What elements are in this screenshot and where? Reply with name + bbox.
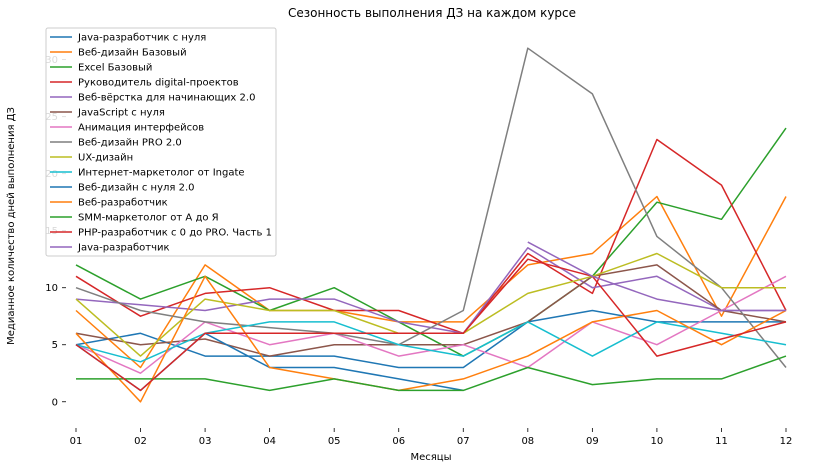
legend-entry: Java-разработчик с нуля: [77, 33, 206, 44]
legend-entry: Анимация интерфейсов: [78, 123, 204, 134]
x-tick-label: 01: [70, 436, 83, 447]
legend-entry: PHP-разработчик с 0 до PRO. Часть 1: [78, 228, 272, 239]
legend-frame: [45, 27, 277, 257]
series-line-8: [75, 47, 787, 368]
x-tick-label: 07: [457, 436, 470, 447]
series-line-10: [75, 321, 787, 363]
legend-entry: SMM-маркетолог от А до Я: [78, 213, 219, 224]
series-line-1: [75, 309, 786, 369]
series-line-14: [75, 258, 787, 392]
chart-title: Сезонность выполнения ДЗ на каждом курсе: [288, 6, 576, 20]
x-tick-label: 06: [392, 436, 405, 447]
x-tick-label: 02: [134, 436, 147, 447]
x-axis-label: Месяцы: [411, 452, 452, 463]
legend-entry: Excel Базовый: [78, 63, 152, 74]
legend-entry: Веб-дизайн с нуля 2.0: [78, 183, 194, 194]
x-tick-label: 11: [715, 436, 728, 447]
x-tick-label: 10: [651, 436, 664, 447]
series-line-7: [75, 275, 787, 374]
series-line-15: [527, 241, 786, 312]
y-tick-label: 0: [52, 397, 58, 408]
legend-entry: Веб-дизайн PRO 2.0: [78, 138, 182, 149]
legend-entry: Интернет-маркетолог от Ingate: [78, 168, 245, 179]
x-tick-label: 04: [263, 436, 276, 447]
x-tick-label: 03: [199, 436, 212, 447]
series-line-12: [75, 275, 787, 403]
x-tick-label: 12: [780, 436, 793, 447]
series-line-3: [75, 127, 787, 357]
plot-lines: [75, 47, 787, 403]
legend-entry: Java-разработчик: [77, 243, 170, 254]
legend-entry: Руководитель digital-проектов: [78, 78, 239, 89]
x-axis-ticks: 01 02 03 04 05 06 07 08 09 10 11 12: [70, 428, 793, 447]
y-tick-label: 10: [45, 283, 58, 294]
x-tick-label: 05: [328, 436, 341, 447]
x-tick-label: 08: [521, 436, 534, 447]
x-tick-label: 09: [586, 436, 599, 447]
series-line-13: [76, 355, 787, 392]
y-axis-label: Медианное количество дней выполнения ДЗ: [6, 107, 17, 345]
legend-entry: JavaScript с нуля: [77, 108, 165, 119]
y-tick-label: 5: [52, 340, 58, 351]
legend-entry: Веб-разработчик: [78, 198, 168, 209]
legend-entry: Веб-вёрстка для начинающих 2.0: [78, 93, 255, 104]
legend: Java-разработчик с нуля Веб-дизайн Базовы…: [45, 27, 277, 257]
legend-entry: UX-дизайн: [78, 153, 133, 164]
series-line-6: [75, 264, 787, 357]
legend-entry: Веб-дизайн Базовый: [78, 48, 187, 59]
